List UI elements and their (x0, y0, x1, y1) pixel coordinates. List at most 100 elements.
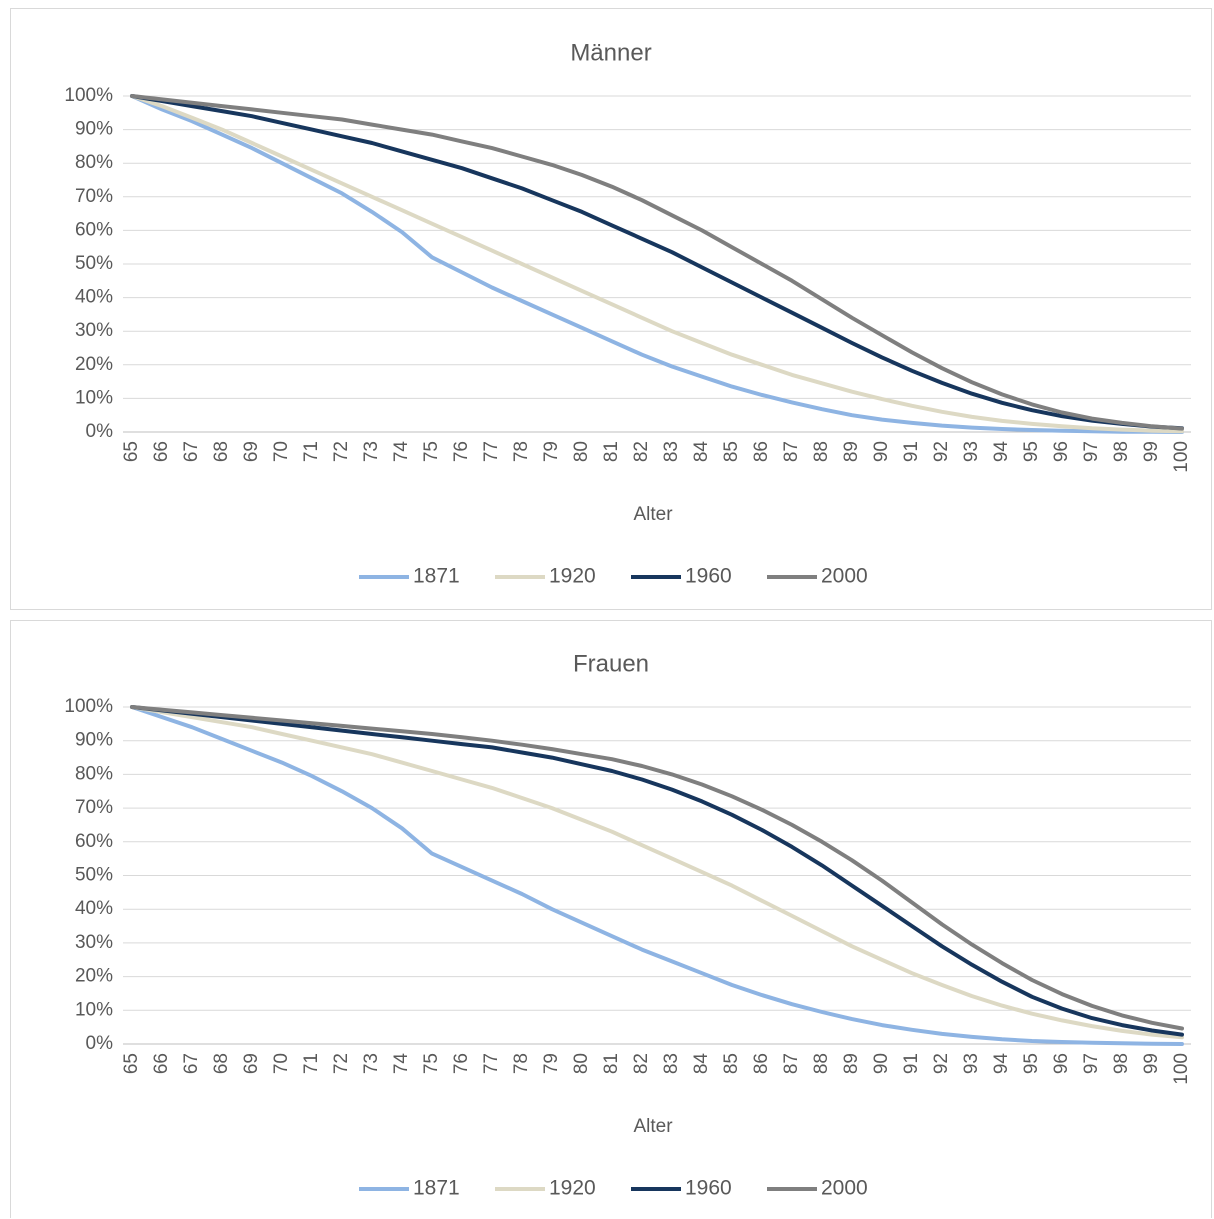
x-tick-label: 74 (391, 441, 412, 463)
x-tick-label: 72 (331, 441, 352, 462)
x-tick-label: 67 (181, 441, 202, 462)
x-tick-label: 65 (121, 1053, 142, 1074)
y-tick-label: 30% (75, 320, 113, 341)
legend-label: 1871 (413, 565, 460, 588)
x-tick-label: 86 (751, 441, 772, 462)
y-tick-label: 70% (75, 186, 113, 207)
series-line-1871 (130, 94, 1184, 434)
x-tick-label: 87 (781, 1053, 802, 1074)
x-tick-label: 85 (721, 441, 742, 462)
series-line-1960 (130, 94, 1184, 431)
y-tick-label: 10% (75, 387, 113, 408)
chart-title: Frauen (573, 650, 649, 677)
x-tick-label: 78 (511, 1053, 532, 1074)
x-tick-label: 100 (1171, 441, 1192, 473)
x-tick-label: 98 (1111, 1053, 1132, 1074)
x-tick-label: 71 (301, 1053, 322, 1074)
x-tick-label: 65 (121, 441, 142, 462)
x-tick-label: 95 (1021, 1053, 1042, 1074)
series-line-1920 (130, 705, 1184, 1040)
x-tick-label: 83 (661, 441, 682, 462)
y-tick-label: 80% (75, 152, 113, 173)
series-line-2000 (130, 705, 1184, 1031)
y-tick-label: 40% (75, 898, 113, 919)
x-tick-label: 87 (781, 441, 802, 462)
x-tick-label: 78 (511, 441, 532, 462)
x-tick-label: 94 (991, 1053, 1012, 1075)
x-tick-label: 85 (721, 1053, 742, 1074)
y-tick-label: 80% (75, 763, 113, 784)
y-tick-label: 20% (75, 354, 113, 375)
x-tick-label: 90 (871, 441, 892, 462)
x-tick-label: 70 (271, 1053, 292, 1074)
y-tick-label: 90% (75, 119, 113, 140)
x-tick-label: 73 (361, 441, 382, 462)
x-tick-label: 97 (1081, 441, 1102, 462)
x-tick-label: 83 (661, 1053, 682, 1074)
x-tick-label: 80 (571, 441, 592, 462)
x-tick-label: 68 (211, 441, 232, 462)
series-line-2000 (130, 94, 1184, 431)
x-tick-label: 98 (1111, 441, 1132, 462)
series-line-1960 (130, 705, 1184, 1037)
x-tick-label: 96 (1051, 441, 1072, 462)
x-axis-title: Alter (633, 504, 673, 525)
x-tick-label: 68 (211, 1053, 232, 1074)
y-tick-label: 20% (75, 966, 113, 987)
x-tick-label: 94 (991, 441, 1012, 463)
y-tick-label: 50% (75, 253, 113, 274)
x-tick-label: 92 (931, 441, 952, 462)
y-tick-label: 0% (86, 1033, 114, 1054)
series-line-1871 (130, 705, 1184, 1046)
x-tick-label: 77 (481, 441, 502, 462)
y-tick-label: 50% (75, 865, 113, 886)
x-tick-label: 93 (961, 1053, 982, 1074)
y-tick-label: 30% (75, 932, 113, 953)
x-tick-label: 95 (1021, 441, 1042, 462)
y-tick-label: 90% (75, 730, 113, 751)
x-tick-label: 67 (181, 1053, 202, 1074)
x-tick-label: 79 (541, 1053, 562, 1074)
chart-maenner: Männer 0% 10% 20% 30% 40% 50% 60% 70% 80% 90% 100% 6… (64, 39, 1192, 588)
x-tick-label: 89 (841, 441, 862, 462)
x-tick-label: 82 (631, 1053, 652, 1074)
x-tick-label: 66 (151, 441, 172, 462)
x-tick-label: 79 (541, 441, 562, 462)
legend-label: 1960 (685, 1177, 732, 1200)
y-tick-label: 0% (86, 421, 114, 442)
legend-label: 1920 (549, 565, 596, 588)
y-tick-label: 60% (75, 831, 113, 852)
chart-panel-frauen: Frauen 0% 10% 20% 30% 40% 50% 60% 70% 80% 90% 100% 6… (10, 620, 1212, 1218)
x-tick-label: 88 (811, 441, 832, 462)
legend-label: 2000 (821, 1177, 868, 1200)
y-tick-label: 70% (75, 797, 113, 818)
x-tick-label: 88 (811, 1053, 832, 1074)
x-tick-label: 99 (1141, 441, 1162, 462)
x-tick-label: 84 (691, 441, 712, 463)
x-tick-label: 66 (151, 1053, 172, 1074)
x-tick-label: 72 (331, 1053, 352, 1074)
x-tick-label: 81 (601, 441, 622, 462)
x-tick-label: 89 (841, 1053, 862, 1074)
y-tick-label: 60% (75, 219, 113, 240)
x-tick-label: 86 (751, 1053, 772, 1074)
x-tick-label: 90 (871, 1053, 892, 1074)
y-tick-label: 100% (64, 696, 113, 717)
legend-label: 1960 (685, 565, 732, 588)
x-tick-label: 91 (901, 1053, 922, 1074)
x-tick-label: 97 (1081, 1053, 1102, 1074)
legend-label: 1920 (549, 1177, 596, 1200)
chart-frauen: Frauen 0% 10% 20% 30% 40% 50% 60% 70% 80% 90% 100% 6… (64, 650, 1192, 1200)
x-tick-label: 73 (361, 1053, 382, 1074)
y-tick-label: 100% (64, 85, 113, 106)
y-tick-label: 10% (75, 999, 113, 1020)
x-tick-label: 69 (241, 1053, 262, 1074)
legend-label: 2000 (821, 565, 868, 588)
x-tick-label: 92 (931, 1053, 952, 1074)
x-tick-label: 74 (391, 1053, 412, 1075)
y-tick-label: 40% (75, 287, 113, 308)
x-tick-label: 96 (1051, 1053, 1072, 1074)
x-tick-label: 77 (481, 1053, 502, 1074)
x-tick-label: 93 (961, 441, 982, 462)
x-tick-label: 70 (271, 441, 292, 462)
